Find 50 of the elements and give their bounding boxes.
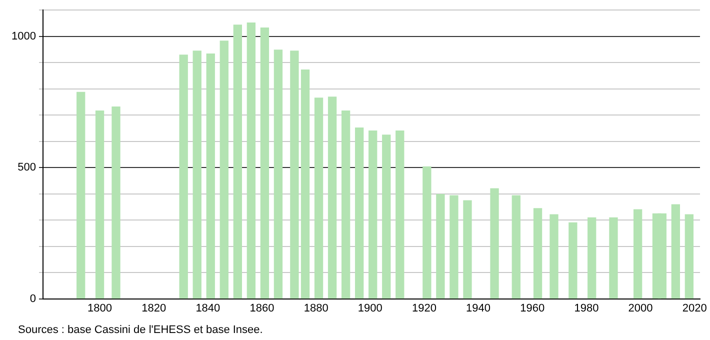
- bar: [76, 92, 86, 299]
- bar: [260, 28, 270, 299]
- bar: [533, 208, 542, 299]
- bar: [463, 200, 472, 299]
- bar: [328, 96, 337, 299]
- bar: [246, 22, 256, 299]
- bar: [179, 54, 188, 299]
- bar: [341, 110, 350, 299]
- x-tick-label: 1920: [412, 302, 436, 314]
- y-tick-label: 500: [18, 162, 36, 174]
- source-note: Sources : base Cassini de l'EHESS et base Insee.: [18, 324, 263, 336]
- y-tick-label: 0: [30, 292, 36, 305]
- bar: [450, 195, 458, 299]
- bar: [422, 166, 432, 299]
- x-tick-label: 1880: [304, 302, 328, 314]
- x-tick-label: 1840: [196, 302, 220, 314]
- x-tick-label: 1800: [88, 302, 112, 314]
- bar: [490, 188, 499, 299]
- bar: [95, 110, 104, 299]
- bar: [588, 217, 596, 299]
- bar: [568, 222, 578, 299]
- bar: [192, 50, 202, 299]
- bar: [436, 194, 445, 299]
- bar: [274, 50, 283, 299]
- bar: [355, 128, 364, 299]
- x-tick-label: 2000: [628, 302, 653, 314]
- bar: [300, 70, 310, 299]
- x-tick-label: 1980: [574, 302, 599, 314]
- y-tick-label: 1000: [12, 30, 36, 42]
- bar: [290, 50, 299, 299]
- bar: [550, 214, 558, 299]
- bar: [220, 40, 228, 299]
- x-tick-label: 2020: [682, 302, 707, 314]
- bar: [684, 214, 694, 299]
- bar: [112, 106, 120, 299]
- x-tick-label: 1860: [250, 302, 274, 314]
- bar: [368, 130, 378, 299]
- bar: [512, 195, 520, 299]
- bar: [233, 24, 242, 299]
- bar: [633, 209, 642, 299]
- x-tick-label: 1820: [142, 302, 166, 314]
- x-tick-label: 1900: [358, 302, 382, 314]
- bar: [314, 98, 324, 299]
- x-tick-label: 1940: [466, 302, 491, 314]
- bar: [206, 54, 215, 299]
- bar: [396, 130, 404, 299]
- bar: [382, 134, 391, 299]
- bar: [671, 204, 680, 299]
- x-tick-label: 1960: [520, 302, 545, 314]
- bar: [609, 217, 618, 299]
